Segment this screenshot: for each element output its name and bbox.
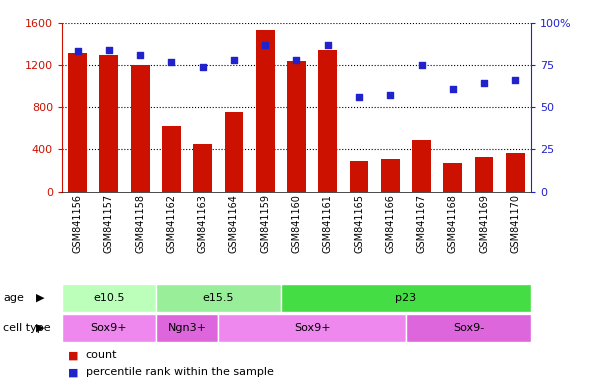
Text: GSM841161: GSM841161 [323, 194, 333, 253]
Text: count: count [86, 350, 117, 360]
Text: GSM841166: GSM841166 [385, 194, 395, 253]
Text: ▶: ▶ [36, 323, 44, 333]
Text: GSM841157: GSM841157 [104, 194, 114, 253]
Bar [256, 30, 274, 192]
Text: Ngn3+: Ngn3+ [168, 323, 206, 333]
Text: e15.5: e15.5 [202, 293, 234, 303]
Text: Sox9-: Sox9- [453, 323, 484, 333]
Bar [162, 126, 181, 192]
Text: cell type: cell type [3, 323, 51, 333]
Point [479, 80, 489, 86]
Text: GSM841169: GSM841169 [479, 194, 489, 253]
Bar [281, 284, 531, 312]
Text: p23: p23 [395, 293, 417, 303]
Bar [287, 61, 306, 192]
Point [135, 52, 145, 58]
Bar [506, 152, 525, 192]
Point [354, 94, 363, 100]
Point [417, 62, 426, 68]
Point [73, 48, 82, 55]
Bar [62, 284, 156, 312]
Text: GSM841160: GSM841160 [291, 194, 301, 253]
Point [291, 57, 301, 63]
Point [386, 92, 395, 98]
Bar [406, 314, 531, 342]
Bar [319, 50, 337, 192]
Bar [100, 55, 118, 192]
Point [323, 41, 333, 48]
Point [229, 57, 238, 63]
Bar [475, 157, 493, 192]
Text: GSM841159: GSM841159 [260, 194, 270, 253]
Text: age: age [3, 293, 24, 303]
Bar [156, 314, 218, 342]
Text: Sox9+: Sox9+ [294, 323, 330, 333]
Text: GSM841156: GSM841156 [73, 194, 83, 253]
Bar [131, 65, 149, 192]
Bar [218, 314, 406, 342]
Text: GSM841168: GSM841168 [448, 194, 458, 253]
Point [166, 58, 176, 65]
Bar [381, 159, 399, 192]
Point [104, 46, 113, 53]
Point [198, 63, 208, 70]
Text: Sox9+: Sox9+ [90, 323, 127, 333]
Text: GSM841167: GSM841167 [417, 194, 427, 253]
Bar [412, 140, 431, 192]
Text: GSM841170: GSM841170 [510, 194, 520, 253]
Point [510, 77, 520, 83]
Text: GSM841162: GSM841162 [166, 194, 176, 253]
Bar [194, 144, 212, 192]
Text: percentile rank within the sample: percentile rank within the sample [86, 367, 273, 377]
Text: GSM841165: GSM841165 [354, 194, 364, 253]
Text: e10.5: e10.5 [93, 293, 124, 303]
Bar [225, 113, 243, 192]
Bar [156, 284, 281, 312]
Text: ■: ■ [68, 350, 78, 360]
Bar [62, 314, 156, 342]
Text: GSM841164: GSM841164 [229, 194, 239, 253]
Text: GSM841163: GSM841163 [198, 194, 208, 253]
Text: ▶: ▶ [36, 293, 44, 303]
Bar [444, 163, 462, 192]
Bar [68, 53, 87, 192]
Point [448, 86, 458, 92]
Bar [350, 161, 368, 192]
Text: GSM841158: GSM841158 [135, 194, 145, 253]
Point [260, 41, 270, 48]
Text: ■: ■ [68, 367, 78, 377]
